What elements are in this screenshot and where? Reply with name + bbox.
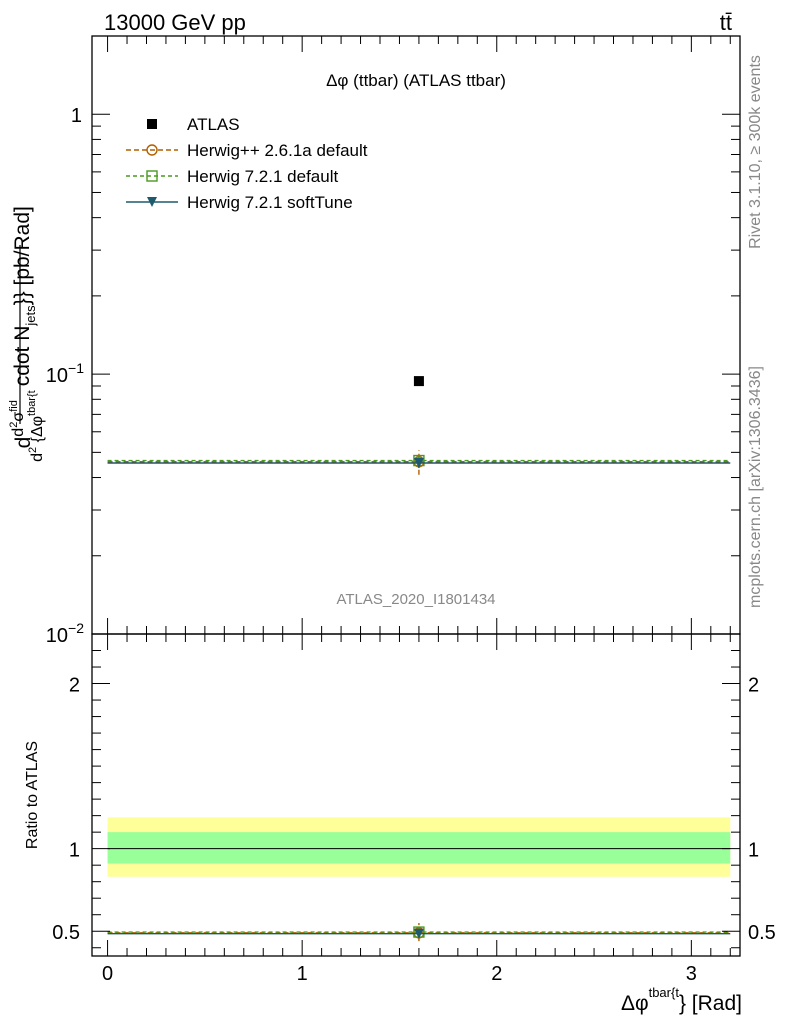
x-axis-label: Δφtbar{t} [Rad]: [621, 985, 742, 1015]
legend-label-atlas: ATLAS: [187, 115, 240, 134]
marker-herwig-7-2-1-default: [146, 170, 158, 182]
ratio-panel: 0.5 0.5 1 1 2 2 0 1 2 3: [52, 633, 776, 985]
ratio-y-tick-label-left: 2: [69, 675, 80, 697]
chart-title: Δφ (ttbar) (ATLAS ttbar): [326, 71, 506, 90]
marker-atlas: [413, 376, 424, 387]
ratio-band-green: [107, 832, 731, 864]
main-y-tick-label: 10−1: [46, 360, 84, 387]
ylabel-tail-a: cdot N: [11, 326, 34, 387]
legend-label-herwig-7-2-1-softtune: Herwig 7.2.1 softTune: [187, 193, 353, 212]
ratio-y-tick-label-right: 0.5: [748, 922, 776, 944]
x-tick-label: 2: [491, 963, 502, 985]
header-process-label: tt̄: [720, 10, 732, 35]
x-tick-label: 1: [297, 963, 308, 985]
main-y-axis-label: dd2σfid d2 {Δφtbar{tcdot Njets}} [pb/Rad…: [8, 206, 46, 462]
main-panel: 110−110−2 Δφ (ttbar) (ATLAS ttbar) ATLAS…: [46, 35, 741, 647]
header-energy-label: 13000 GeV pp: [104, 10, 246, 35]
ratio-bands: [107, 817, 731, 877]
main-y-tick-base: 1: [71, 105, 82, 127]
ylabel-d: d: [12, 437, 35, 449]
legend-label-herwig-2-6-1a-default: Herwig++ 2.6.1a default: [187, 141, 368, 160]
main-series: [107, 376, 731, 475]
marker-herwig-7-2-1-softtune: [413, 928, 424, 939]
marker-atlas: [147, 119, 157, 129]
ratio-y-tick-label-left: 0.5: [52, 922, 80, 944]
ylabel-sigma: σ: [10, 412, 27, 422]
main-y-tick-base: 10: [46, 365, 68, 387]
ratio-x-ticks: 0 1 2 3: [102, 634, 731, 985]
rivet-version-label: Rivet 3.1.10, ≥ 300k events: [747, 55, 764, 249]
ylabel-den-d: d: [29, 453, 46, 462]
ratio-panel-frame: [91, 633, 741, 957]
main-y-ticks: 110−110−2: [46, 35, 740, 647]
ratio-y-tick-label-right: 2: [748, 675, 759, 697]
marker-herwig-7-2-1-softtune: [147, 197, 157, 207]
main-y-tick-label: 1: [71, 105, 82, 127]
ylabel-den-rest: {Δφ: [29, 416, 46, 447]
ratio-y-axis-label: Ratio to ATLAS: [24, 741, 41, 849]
ylabel-den-sup: 2: [27, 447, 39, 453]
marker-herwig-2-6-1a-default: [146, 144, 158, 156]
xlabel-main: Δφ: [621, 992, 649, 1015]
ylabel-tail-sub: jets: [23, 305, 38, 327]
ylabel-num-sup: 2: [8, 422, 20, 428]
legend: ATLAS Herwig++ 2.6.1a default Herwig 7.2.1…: [126, 115, 368, 212]
ylabel-den-sup2: tbar{t: [26, 390, 38, 416]
mcplots-label: mcplots.cern.ch [arXiv:1306.3436]: [747, 366, 764, 608]
ylabel-sigma-sup: fid: [8, 400, 20, 412]
x-tick-label: 3: [686, 963, 697, 985]
main-x-ticks: [107, 36, 731, 634]
x-tick-label: 0: [102, 963, 113, 985]
svg-text:dd2σfid d2 {Δφtbar{tcdot Njets: dd2σfid d2 {Δφtbar{tcdot Njets}} [pb/Rad…: [8, 206, 46, 462]
main-y-tick-label: 10−2: [46, 620, 84, 647]
ratio-y-ticks: 0.5 0.5 1 1 2 2: [52, 650, 776, 949]
main-y-tick-exp: −2: [68, 620, 84, 636]
ylabel-num-d: d: [10, 428, 27, 437]
legend-label-herwig-7-2-1-default: Herwig 7.2.1 default: [187, 167, 338, 186]
analysis-watermark: ATLAS_2020_I1801434: [336, 591, 495, 608]
marker-herwig-7-2-1-softtune: [413, 457, 424, 468]
ylabel-tail-b: }} [pb/Rad]: [11, 206, 34, 305]
main-y-tick-exp: −1: [68, 360, 84, 376]
ratio-y-tick-label-left: 1: [69, 840, 80, 862]
ratio-series: [107, 922, 731, 942]
xlabel-rest: } [Rad]: [679, 992, 742, 1015]
ratio-y-tick-label-right: 1: [748, 840, 759, 862]
main-y-tick-base: 10: [46, 625, 68, 647]
xlabel-sup: tbar{t: [649, 985, 680, 1000]
